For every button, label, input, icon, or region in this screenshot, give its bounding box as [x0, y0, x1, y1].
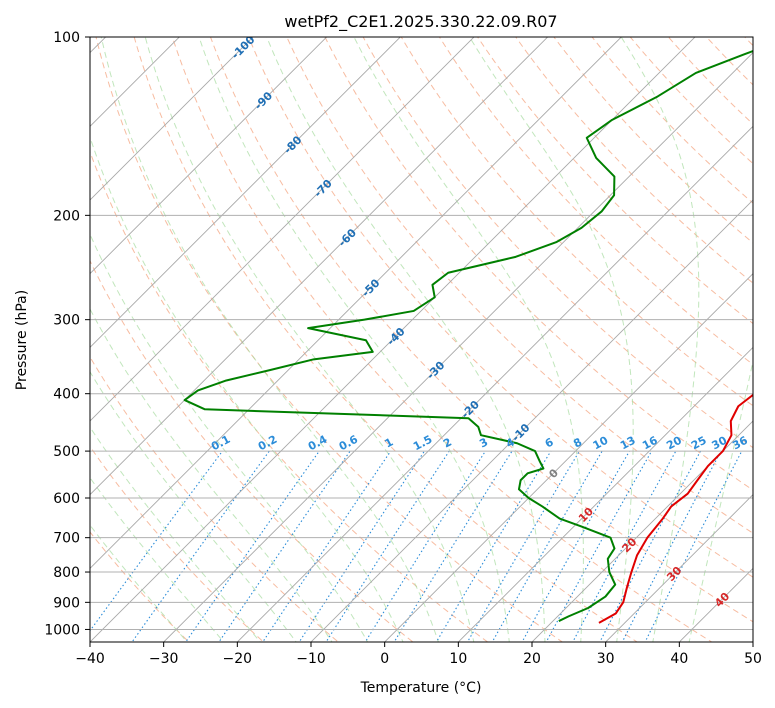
- moist-adiabat: [266, 37, 546, 642]
- x-tick-label: −20: [223, 651, 253, 667]
- y-tick-label: 800: [53, 565, 80, 581]
- x-tick-label: 20: [523, 651, 541, 667]
- x-tick-label: −40: [75, 651, 105, 667]
- isotherm-line: [531, 420, 753, 642]
- isotherm-line: [310, 199, 753, 642]
- y-tick-label: 300: [53, 313, 80, 329]
- dry-adiabat: [133, 37, 638, 642]
- x-tick-label: −30: [149, 651, 179, 667]
- y-axis-label: Pressure (hPa): [14, 290, 30, 390]
- plot-area: 0.1 0.2 0.4 0.6 1 1.5 2 3 4 6 8 10 13 16 20 25 30 36-100-…: [90, 37, 753, 642]
- dry-adiabats: [90, 37, 753, 642]
- y-tick-label: 400: [53, 387, 80, 403]
- isotherm-line: [605, 494, 753, 642]
- skewed-isotherms: [90, 37, 753, 642]
- sounding-series: [183, 50, 753, 624]
- x-tick-label: −10: [296, 651, 326, 667]
- isotherm-line: [90, 37, 696, 642]
- x-tick-label: 50: [744, 651, 762, 667]
- x-tick-label: 10: [449, 651, 467, 667]
- isotherm-line: [90, 37, 328, 275]
- mixing-ratio-label: 10: [591, 434, 611, 453]
- dry-adiabat: [95, 37, 564, 642]
- dewpoint-line: [183, 50, 753, 622]
- y-tick-label: 500: [53, 444, 80, 460]
- isotherm-line: [236, 125, 753, 642]
- mixing-ratio-label: 30: [710, 434, 730, 453]
- x-axis-ticks: −40 −30 −20 −10 0 10 20 30 40 50: [75, 642, 762, 667]
- y-axis-ticks: 100 200 300 400 500 600 700 800 900 1000: [44, 30, 90, 638]
- mixing-ratio-label: 36: [730, 434, 750, 453]
- mixing-ratio-label: 13: [618, 434, 638, 453]
- pressure-gridlines: [90, 37, 753, 630]
- moist-adiabat: [144, 37, 475, 642]
- moist-adiabat: [353, 37, 584, 642]
- moist-adiabat: [90, 308, 333, 642]
- moist-adiabat: [688, 358, 753, 642]
- y-tick-label: 700: [53, 531, 80, 547]
- mixing-ratio-label: 16: [640, 434, 660, 453]
- plot-frame: [89, 36, 754, 643]
- temperature-line: [598, 393, 753, 624]
- dry-adiabat: [362, 37, 753, 449]
- isotherm-line: [163, 52, 753, 642]
- x-axis-label: Temperature (°C): [360, 680, 482, 696]
- y-tick-label: 100: [53, 30, 80, 46]
- moist-adiabat: [469, 37, 634, 642]
- mixing-ratio-label: 25: [689, 434, 709, 453]
- isotherm-line: [90, 37, 549, 496]
- isotherm-line: [90, 37, 254, 201]
- isotherm-line: [457, 346, 753, 642]
- dry-adiabat: [286, 37, 753, 534]
- moist-adiabat: [90, 524, 188, 642]
- x-tick-label: 0: [380, 651, 389, 667]
- dry-adiabat: [438, 37, 753, 366]
- chart-title: wetPf2_C2E1.2025.330.22.09.R07: [284, 12, 557, 32]
- y-tick-label: 200: [53, 208, 80, 224]
- isotherm-line: [90, 37, 622, 569]
- isotherm-line: [90, 37, 475, 422]
- dry-adiabat: [90, 531, 190, 642]
- mixing-ratio-label: 20: [664, 434, 684, 453]
- x-tick-label: 40: [670, 651, 688, 667]
- dry-adiabat: [209, 37, 753, 623]
- dry-adiabat: [90, 356, 339, 642]
- dry-adiabat: [248, 37, 753, 578]
- y-tick-label: 1000: [44, 622, 80, 638]
- isotherm-line: [384, 273, 753, 642]
- y-tick-label: 900: [53, 595, 80, 611]
- dry-adiabat: [90, 259, 414, 642]
- dry-adiabat: [476, 37, 753, 325]
- dry-adiabat: [515, 37, 753, 284]
- y-tick-label: 600: [53, 491, 80, 507]
- moist-adiabat: [620, 37, 700, 642]
- x-tick-label: 30: [597, 651, 615, 667]
- isotherm-line: [90, 37, 401, 348]
